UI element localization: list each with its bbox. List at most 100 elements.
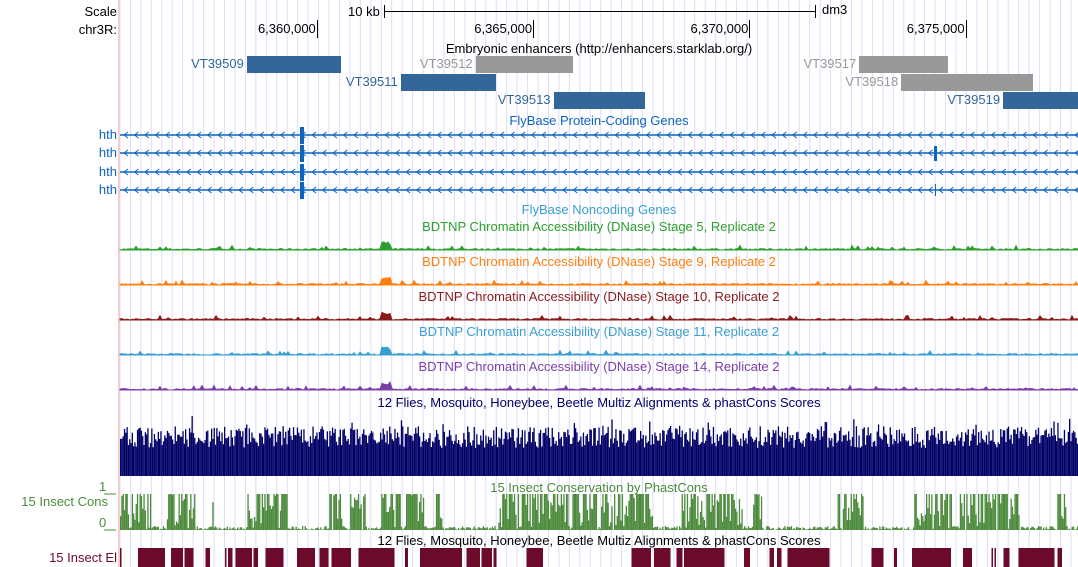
multiz-track-title[interactable]: 12 Flies, Mosquito, Honeybee, Beetle Mul… xyxy=(377,395,821,410)
strand-arrow-icon xyxy=(332,149,338,157)
conserved-element xyxy=(787,548,789,567)
conserved-element xyxy=(930,548,932,567)
multiz-bar xyxy=(220,441,222,476)
gene-label[interactable]: hth xyxy=(98,145,117,160)
cons-bar xyxy=(710,511,712,530)
cons-track-title[interactable]: 15 Insect Conservation by PhastCons xyxy=(490,480,708,495)
multiz-bar xyxy=(1054,435,1056,476)
enhancer-feature[interactable] xyxy=(475,56,573,73)
cons-bar xyxy=(697,496,699,530)
strand-arrow-icon xyxy=(802,168,808,176)
enhancer-feature[interactable] xyxy=(1003,92,1078,109)
enhancer-feature[interactable] xyxy=(901,74,1034,91)
strand-arrow-icon xyxy=(468,186,474,194)
dnase-track-title[interactable]: BDTNP Chromatin Accessibility (DNase) St… xyxy=(418,289,780,304)
multiz-bar xyxy=(909,445,911,476)
multiz-bar xyxy=(417,426,419,476)
multiz-bar xyxy=(827,447,829,476)
strand-arrow-icon xyxy=(1032,149,1038,157)
multiz-bar xyxy=(772,430,774,476)
gene-label[interactable]: hth xyxy=(98,127,117,142)
multiz-bar xyxy=(1017,427,1019,476)
strand-arrow-icon xyxy=(206,186,212,194)
dnase-track-title[interactable]: BDTNP Chromatin Accessibility (DNase) St… xyxy=(418,359,780,374)
cons-bar xyxy=(195,529,197,530)
multiz-bar xyxy=(906,441,908,476)
multiz-bar xyxy=(400,420,403,476)
cons-bar xyxy=(988,494,990,530)
conserved-element xyxy=(154,548,156,567)
dnase-track-title[interactable]: BDTNP Chromatin Accessibility (DNase) St… xyxy=(418,324,780,339)
gene-label[interactable]: hth xyxy=(98,182,117,197)
cons-bar xyxy=(620,520,622,530)
cons-bar xyxy=(253,516,256,530)
multiz-bar xyxy=(610,438,612,476)
enhancer-feature[interactable] xyxy=(553,92,646,109)
multiz-bar xyxy=(685,432,687,476)
cons-bar xyxy=(153,526,156,530)
cons-bar xyxy=(829,529,832,530)
cons-bar xyxy=(351,506,353,530)
enhancer-feature[interactable] xyxy=(400,74,496,91)
conserved-element xyxy=(643,548,645,567)
cons-bar xyxy=(985,494,988,530)
multiz-bar xyxy=(282,426,284,476)
panel-divider[interactable] xyxy=(118,0,120,567)
multiz-bar xyxy=(169,435,171,476)
cons-bar xyxy=(705,527,707,530)
cons-bar xyxy=(835,528,837,530)
cons-bar xyxy=(270,509,273,530)
cons-bar xyxy=(810,528,812,530)
cons-bar xyxy=(740,523,742,530)
multiz-bar xyxy=(819,439,821,476)
multiz-bar xyxy=(767,429,769,476)
noncoding-track-title[interactable]: FlyBase Noncoding Genes xyxy=(521,202,677,217)
strand-arrow-icon xyxy=(415,186,421,194)
cons-bar xyxy=(1059,494,1062,530)
elements-track-title[interactable]: 12 Flies, Mosquito, Honeybee, Beetle Mul… xyxy=(377,533,821,548)
genes-track-title[interactable]: FlyBase Protein-Coding Genes xyxy=(509,113,689,128)
multiz-bar xyxy=(736,439,738,476)
multiz-bar xyxy=(940,431,942,476)
strand-arrow-icon xyxy=(572,186,578,194)
multiz-bar xyxy=(915,441,917,476)
strand-arrow-icon xyxy=(154,186,160,194)
strand-arrow-icon xyxy=(123,186,129,194)
conserved-element xyxy=(144,548,146,567)
cons-bar xyxy=(715,527,717,530)
enhancer-feature[interactable] xyxy=(246,56,341,73)
multiz-bar xyxy=(233,445,235,476)
multiz-bar xyxy=(292,427,295,476)
cons-bar xyxy=(292,527,295,530)
multiz-bar xyxy=(690,446,692,476)
strand-arrow-icon xyxy=(980,186,986,194)
multiz-bar xyxy=(582,432,585,476)
conserved-element xyxy=(304,548,306,567)
multiz-bar xyxy=(350,428,352,476)
conserved-element xyxy=(387,548,389,567)
strand-arrow-icon xyxy=(384,186,390,194)
dnase-track-title[interactable]: BDTNP Chromatin Accessibility (DNase) St… xyxy=(422,219,776,234)
multiz-bar xyxy=(195,443,197,476)
gene-label[interactable]: hth xyxy=(98,164,117,179)
strand-arrow-icon xyxy=(468,131,474,139)
enhancers-track-title[interactable]: Embryonic enhancers (http://enhancers.st… xyxy=(445,41,753,56)
strand-arrow-icon xyxy=(384,149,390,157)
exon xyxy=(300,127,304,144)
multiz-bar xyxy=(383,434,386,476)
cons-bar xyxy=(676,526,678,530)
multiz-bar xyxy=(121,438,123,476)
dnase-track-title[interactable]: BDTNP Chromatin Accessibility (DNase) St… xyxy=(422,254,776,269)
cons-bar xyxy=(447,528,449,530)
multiz-bar xyxy=(855,426,858,476)
enhancer-feature[interactable] xyxy=(859,56,949,73)
conserved-element xyxy=(171,548,173,567)
strand-arrow-icon xyxy=(363,131,369,139)
